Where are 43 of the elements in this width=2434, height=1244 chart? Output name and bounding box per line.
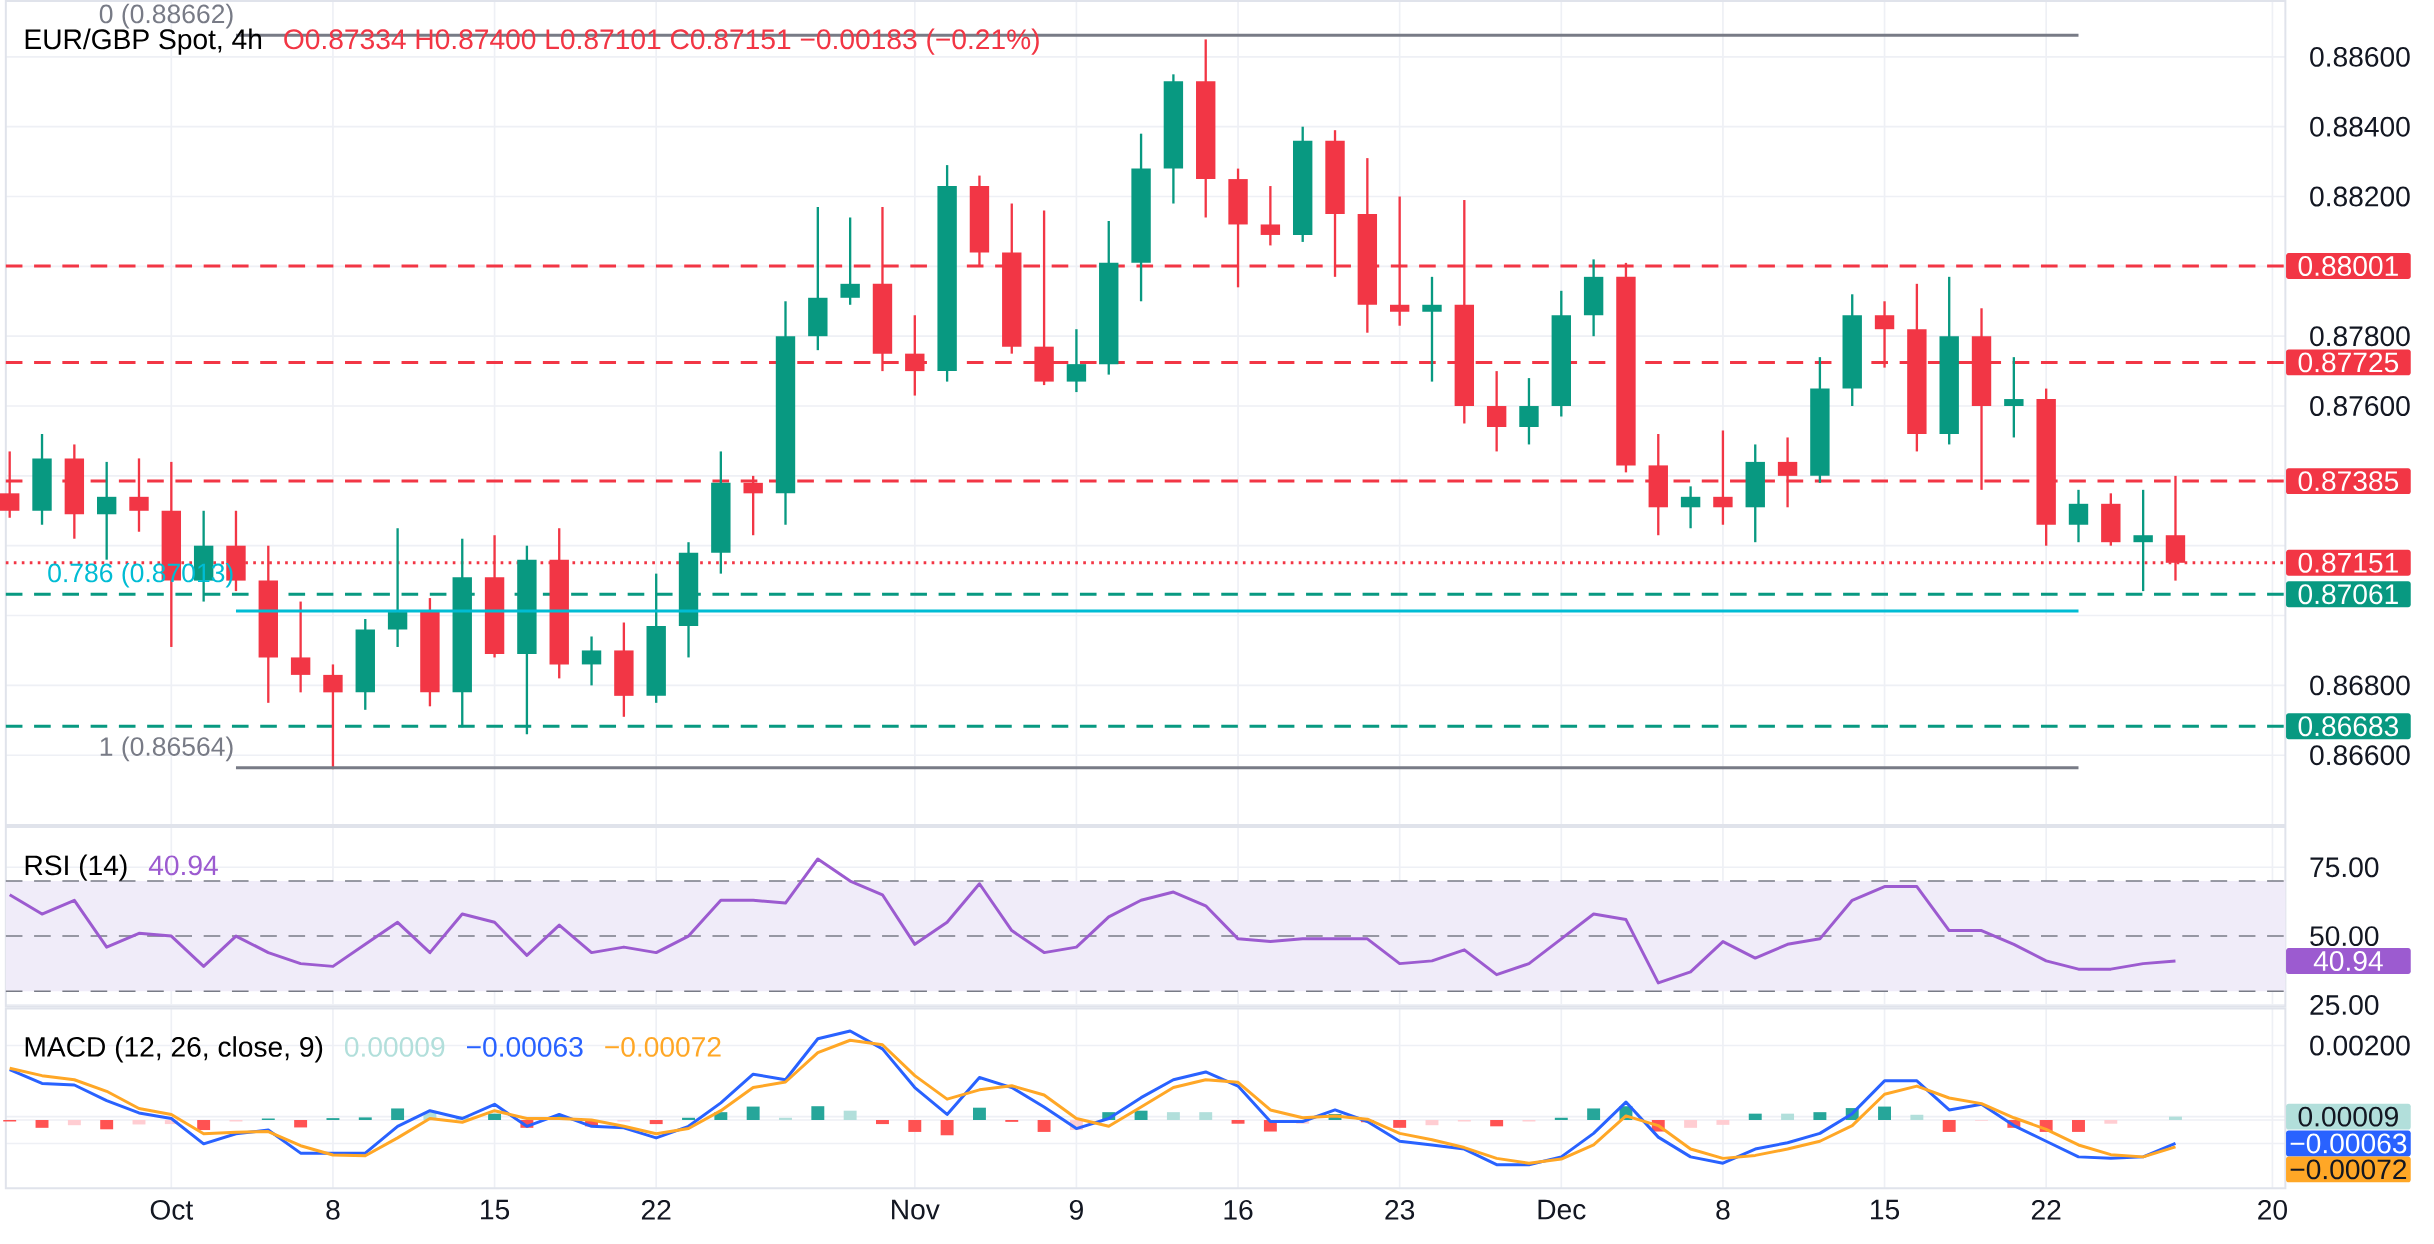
series-label: 0 (0.88662) bbox=[99, 3, 233, 29]
series-label: 1 (0.86564) bbox=[100, 736, 233, 762]
text: −0.00072 bbox=[2290, 1159, 2407, 1180]
x-tick-label: 15 bbox=[1871, 1199, 1900, 1220]
y-tick-label: 0.87800 bbox=[2310, 326, 2410, 347]
x-tick-label: 22 bbox=[2031, 1199, 2061, 1220]
x-tick-label: 22 bbox=[641, 1199, 671, 1220]
annotation: 40.94 bbox=[148, 855, 218, 876]
x-tick-label: Nov bbox=[892, 1199, 940, 1220]
y-tick-label: 75.00 bbox=[2310, 857, 2379, 878]
ref-line-label: 0.87151 bbox=[2298, 552, 2398, 573]
ref-line-label: 0.87061 bbox=[2298, 584, 2398, 605]
annotation: −0.00072 bbox=[605, 1036, 721, 1057]
x-tick-label: 15 bbox=[481, 1199, 510, 1220]
ref-line-label: 0.86683 bbox=[2298, 716, 2399, 737]
text: MACD (12, 26, close, 9) bbox=[25, 1036, 323, 1063]
x-tick-label: Oct bbox=[150, 1199, 194, 1220]
x-tick-label: 8 bbox=[326, 1199, 340, 1220]
y-tick-label: 25.00 bbox=[2310, 994, 2379, 1015]
y-tick-label: 0.86600 bbox=[2310, 745, 2410, 766]
x-tick-label: 20 bbox=[2258, 1199, 2287, 1220]
y-tick-label: 0.88600 bbox=[2310, 46, 2410, 67]
ref-line-label: 0.87725 bbox=[2298, 352, 2399, 373]
y-tick-label: 0.00200 bbox=[2310, 1035, 2410, 1056]
x-tick-label: 23 bbox=[1385, 1199, 1415, 1220]
y-tick-label: 0.86800 bbox=[2310, 675, 2410, 696]
y-tick-label: −0.00063 bbox=[2290, 1133, 2407, 1154]
annotation: 0.00009 bbox=[344, 1036, 445, 1057]
text: EUR/GBP Spot, 4h bbox=[25, 28, 262, 55]
ref-line-label: 0.88001 bbox=[2298, 256, 2398, 276]
annotation: −0.00063 bbox=[467, 1036, 583, 1057]
y-tick-label: 0.87600 bbox=[2310, 396, 2410, 416]
ref-line-label: 0.87385 bbox=[2298, 471, 2399, 492]
y-tick-label: 0.88200 bbox=[2310, 186, 2410, 207]
y-tick-label: 0.00009 bbox=[2298, 1106, 2398, 1127]
y-tick-label: 40.94 bbox=[2313, 951, 2383, 971]
x-tick-label: 8 bbox=[1716, 1199, 1730, 1220]
text: RSI (14) bbox=[25, 854, 127, 881]
y-tick-label: 50.00 bbox=[2310, 926, 2379, 947]
x-tick-label: Dec bbox=[1538, 1199, 1586, 1220]
x-tick-label: 16 bbox=[1224, 1199, 1253, 1220]
x-tick-label: 9 bbox=[1069, 1199, 1083, 1220]
y-tick-label: 0.88400 bbox=[2310, 116, 2410, 137]
